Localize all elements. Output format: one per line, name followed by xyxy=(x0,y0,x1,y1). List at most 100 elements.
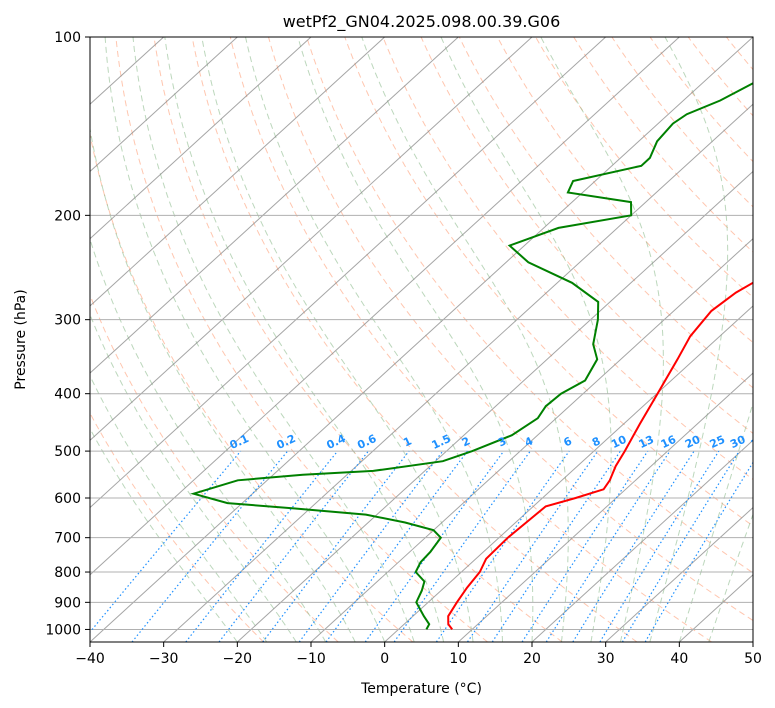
mixing-ratio-line xyxy=(90,450,242,633)
dry-adiabat xyxy=(306,37,753,574)
y-tick-label: 300 xyxy=(54,313,81,329)
moist-adiabat xyxy=(708,513,753,642)
dry-adiabat xyxy=(268,37,753,622)
dry-adiabat xyxy=(458,37,753,389)
isotherm xyxy=(752,641,753,642)
dry-adiabat xyxy=(344,37,753,527)
y-tick-label: 1000 xyxy=(45,622,81,638)
y-tick-label: 200 xyxy=(54,208,81,224)
mixing-ratio-line xyxy=(185,450,339,642)
moist-adiabat xyxy=(678,401,753,642)
mixing-ratio-label: 16 xyxy=(659,433,679,451)
mixing-ratio-label: 36 xyxy=(749,433,769,451)
isotherms xyxy=(90,37,753,642)
dewpoint-line xyxy=(190,82,753,630)
mixing-ratio-line xyxy=(435,450,570,642)
dry-adiabat xyxy=(726,37,753,71)
x-axis-label: Temperature (°C) xyxy=(360,681,482,697)
isotherm xyxy=(90,37,607,509)
mixing-ratio-label: 30 xyxy=(728,433,748,451)
dry-adiabat xyxy=(382,37,753,481)
moist-adiabats xyxy=(90,37,753,642)
moist-adiabat xyxy=(90,125,356,642)
dry-adiabat xyxy=(191,37,638,642)
mixing-ratio-line xyxy=(545,450,671,642)
mixing-ratio-line xyxy=(393,450,531,642)
isobars xyxy=(90,37,753,630)
isotherm xyxy=(90,37,459,374)
mixing-ratio-line xyxy=(262,450,410,642)
y-tick-label: 600 xyxy=(54,491,81,507)
plot-area: 0.1 0.2 0.4 0.6 1 1.5 2 3 4 6 8 10 13 16 20 25 30 36 xyxy=(90,37,775,642)
mixing-ratio-line xyxy=(298,450,444,642)
moist-adiabat xyxy=(164,37,445,642)
isotherm xyxy=(384,305,753,642)
moist-adiabat xyxy=(361,37,569,642)
x-tick-label: −40 xyxy=(75,651,105,667)
isotherm xyxy=(90,37,533,442)
mixing-ratio-line xyxy=(364,450,505,642)
x-tick-label: −10 xyxy=(296,651,326,667)
x-tick-label: 30 xyxy=(597,651,615,667)
mixing-ratio-line xyxy=(621,450,740,642)
y-tick-label: 900 xyxy=(54,595,81,611)
dry-adiabat xyxy=(765,37,775,642)
x-tick-label: 0 xyxy=(380,651,389,667)
dry-adiabat xyxy=(611,37,753,208)
moist-adiabat xyxy=(90,237,327,642)
dry-adiabat xyxy=(90,412,264,642)
chart-title: wetPf2_GN04.2025.098.00.39.G06 xyxy=(283,12,561,32)
isotherm xyxy=(236,170,753,642)
dry-adiabat xyxy=(535,37,753,298)
dry-adiabat xyxy=(90,131,414,642)
isotherm xyxy=(310,237,753,642)
dry-adiabat xyxy=(153,37,563,642)
isotherm xyxy=(605,506,753,642)
dry-adiabat xyxy=(496,37,753,344)
mixing-ratio-line xyxy=(521,450,649,642)
mixing-ratio-label: 6 xyxy=(561,434,574,449)
mixing-ratio-label: 0.2 xyxy=(275,432,298,452)
x-tick-label: 50 xyxy=(744,651,762,667)
plot-frame xyxy=(89,36,754,643)
mixing-ratio-label: 25 xyxy=(708,433,727,451)
mixing-ratio-label: 20 xyxy=(683,433,703,451)
moist-adiabat xyxy=(201,37,474,642)
moist-adiabat xyxy=(440,37,612,642)
isotherm xyxy=(90,37,238,173)
dry-adiabat xyxy=(687,37,753,117)
y-tick-label: 500 xyxy=(54,444,81,460)
moist-adiabat xyxy=(540,37,664,642)
mixing-ratio-label: 13 xyxy=(637,433,656,451)
y-tick-label: 400 xyxy=(54,387,81,403)
mixing-ratio-lines xyxy=(90,450,753,642)
x-tick-label: −20 xyxy=(223,651,253,667)
temperature-line xyxy=(447,281,753,630)
series-lines xyxy=(190,82,753,630)
moist-adiabat xyxy=(90,374,268,642)
moist-adiabat xyxy=(297,37,534,642)
y-tick-label: 800 xyxy=(54,565,81,581)
y-axis: 100 200 300 400 500 600 700 800 900 1000 xyxy=(45,30,90,638)
x-tick-label: 10 xyxy=(449,651,467,667)
moist-adiabat xyxy=(104,37,386,642)
mixing-ratio-label: 0.4 xyxy=(325,432,348,452)
mixing-ratio-label: 10 xyxy=(609,433,629,451)
isotherm xyxy=(531,439,753,642)
x-tick-label: 40 xyxy=(670,651,688,667)
dry-adiabats xyxy=(90,37,775,642)
mixing-ratio-label: 1 xyxy=(401,434,413,449)
dry-adiabat xyxy=(115,37,488,642)
isotherm xyxy=(90,37,386,307)
x-tick-label: 20 xyxy=(523,651,541,667)
dry-adiabat xyxy=(649,37,753,163)
x-tick-label: −30 xyxy=(149,651,179,667)
dry-adiabat xyxy=(573,37,753,253)
mixing-ratio-label: 8 xyxy=(590,434,602,449)
isotherm xyxy=(90,37,753,642)
y-axis-label: Pressure (hPa) xyxy=(13,289,29,389)
mixing-ratio-line xyxy=(491,450,621,642)
mixing-ratio-label: 0.1 xyxy=(228,432,251,452)
y-tick-label: 100 xyxy=(54,30,81,46)
